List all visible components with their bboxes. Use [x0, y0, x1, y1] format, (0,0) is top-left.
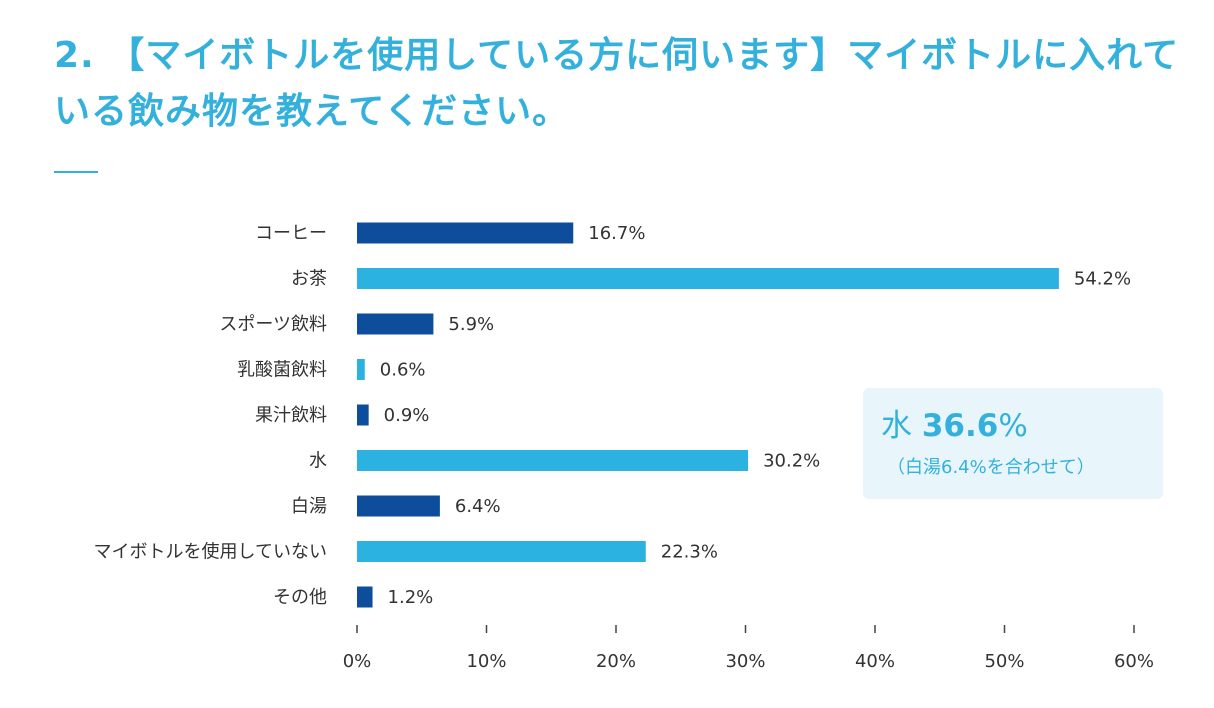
bar: [357, 268, 1059, 289]
bar: [357, 404, 369, 426]
water-total-callout: 水 36.6% （白湯6.4%を合わせて）: [863, 388, 1163, 499]
title-underline: [54, 171, 98, 173]
category-label: 乳酸菌飲料: [237, 360, 327, 381]
bar: [357, 313, 434, 335]
callout-unit: %: [998, 408, 1028, 444]
bar: [357, 450, 749, 471]
category-label: その他: [273, 587, 327, 608]
value-label: 6.4%: [455, 496, 501, 517]
bar: [357, 541, 646, 562]
callout-value: 36.6: [921, 408, 999, 444]
x-tick-label: 40%: [855, 651, 895, 672]
category-label: 水: [309, 451, 327, 472]
value-label: 30.2%: [763, 451, 820, 472]
category-label: お茶: [291, 269, 327, 290]
bar: [357, 586, 373, 608]
bar: [357, 359, 365, 380]
bar: [357, 495, 440, 517]
chart-title: 2. 【マイボトルを使用している方に伺います】マイボトルに入れている飲み物を教え…: [54, 35, 1180, 132]
x-tick-label: 50%: [984, 651, 1024, 672]
bar-chart: コーヒー 16.7% お茶 54.2% スポーツ飲料 5.9% 乳酸菌飲料 0.6% 果汁飲料 0…: [94, 222, 1154, 672]
category-label: コーヒー: [255, 223, 327, 244]
category-label: 果汁飲料: [255, 405, 327, 426]
value-label: 0.9%: [384, 405, 430, 426]
callout-label: 水: [881, 408, 912, 444]
x-tick-label: 10%: [466, 651, 506, 672]
value-label: 16.7%: [588, 223, 645, 244]
category-label: マイボトルを使用していない: [94, 542, 327, 563]
value-label: 1.2%: [388, 587, 434, 608]
value-label: 0.6%: [380, 360, 426, 381]
x-tick-label: 0%: [343, 651, 372, 672]
category-label: スポーツ飲料: [219, 314, 327, 335]
value-label: 22.3%: [661, 542, 718, 563]
value-label: 54.2%: [1074, 269, 1131, 290]
callout-headline: 水 36.6%: [881, 406, 1028, 446]
category-label: 白湯: [291, 496, 327, 517]
callout-note: （白湯6.4%を合わせて）: [887, 457, 1095, 478]
value-label: 5.9%: [448, 314, 494, 335]
x-tick-label: 60%: [1114, 651, 1154, 672]
x-tick-label: 20%: [596, 651, 636, 672]
x-tick-label: 30%: [725, 651, 765, 672]
bar: [357, 222, 574, 244]
